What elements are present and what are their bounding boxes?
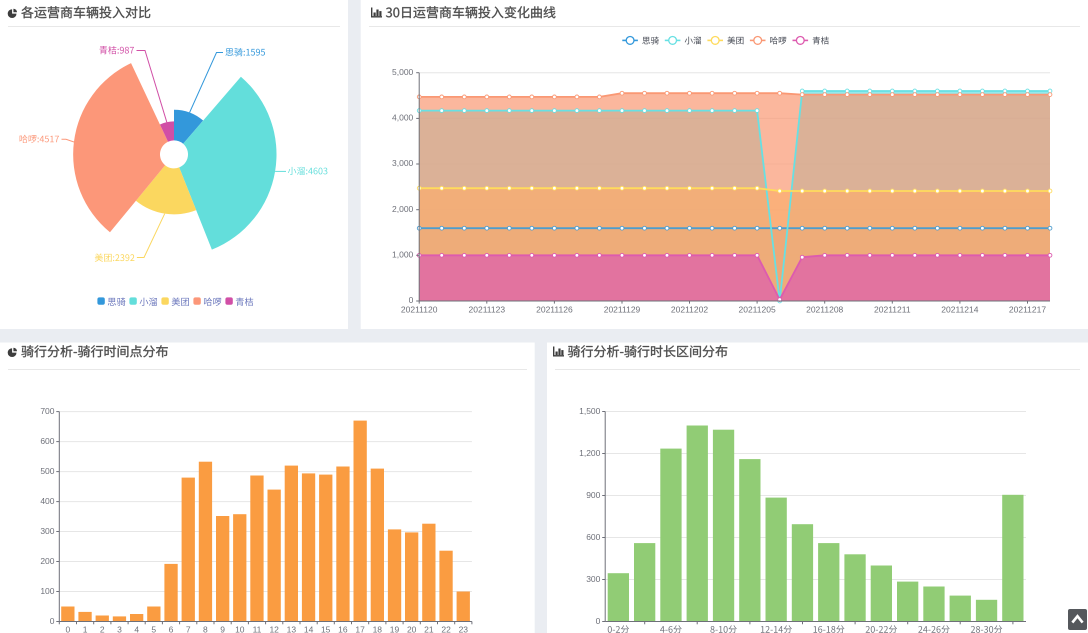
svg-text:20211129: 20211129 [604,304,641,314]
svg-text:10: 10 [235,624,245,633]
svg-text:5: 5 [151,624,156,633]
svg-text:200: 200 [40,556,54,566]
svg-text:4: 4 [134,624,139,633]
svg-text:12: 12 [269,624,279,633]
svg-text:22: 22 [441,624,451,633]
svg-text:20211217: 20211217 [1009,304,1046,314]
svg-text:0: 0 [596,616,601,626]
svg-text:600: 600 [40,436,54,446]
svg-text:7: 7 [186,624,191,633]
svg-text:3: 3 [117,624,122,633]
svg-text:9: 9 [220,624,225,633]
svg-text:20211126: 20211126 [536,304,573,314]
svg-text:600: 600 [586,532,600,542]
svg-text:16: 16 [338,624,348,633]
svg-text:20211205: 20211205 [739,304,776,314]
svg-text:11: 11 [253,624,262,633]
svg-text:4,000: 4,000 [392,113,414,123]
svg-text:300: 300 [586,574,600,584]
svg-text:20211123: 20211123 [469,304,506,314]
svg-text:900: 900 [586,490,600,500]
svg-text:1,200: 1,200 [579,448,601,458]
svg-text:21: 21 [424,624,434,633]
svg-text:0: 0 [66,624,71,633]
svg-text:6: 6 [169,624,174,633]
svg-text:5,000: 5,000 [392,67,414,77]
svg-text:15: 15 [321,624,331,633]
svg-text:18: 18 [373,624,383,633]
svg-text:20211211: 20211211 [874,304,911,314]
svg-text:700: 700 [40,406,54,416]
svg-text:3,000: 3,000 [392,158,414,168]
svg-text:14: 14 [304,624,314,633]
svg-text:23: 23 [459,624,469,633]
svg-text:20211120: 20211120 [401,304,438,314]
svg-text:20: 20 [407,624,417,633]
svg-text:2: 2 [100,624,105,633]
svg-text:17: 17 [355,624,365,633]
svg-text:13: 13 [287,624,297,633]
svg-text:20211202: 20211202 [671,304,708,314]
svg-text:1: 1 [83,624,88,633]
svg-text:2,000: 2,000 [392,204,414,214]
svg-text:300: 300 [40,526,54,536]
svg-text:20211214: 20211214 [941,304,978,314]
svg-text:100: 100 [40,586,54,596]
svg-text:8: 8 [203,624,208,633]
svg-text:1,500: 1,500 [579,406,601,416]
svg-text:20211208: 20211208 [806,304,843,314]
svg-text:500: 500 [40,466,54,476]
svg-text:1,000: 1,000 [392,250,414,260]
svg-text:400: 400 [40,496,54,506]
svg-text:19: 19 [390,624,400,633]
svg-text:0: 0 [409,295,414,305]
svg-text:0: 0 [50,616,55,626]
